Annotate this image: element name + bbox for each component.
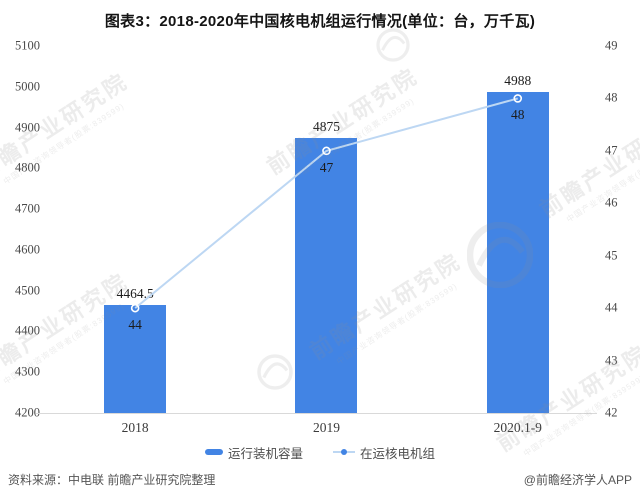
- x-axis-line: [36, 413, 597, 414]
- legend-item-line: 在运核电机组: [333, 443, 435, 462]
- watermark-globe-icon: [376, 28, 410, 62]
- x-axis-category-label: 2018: [121, 420, 149, 435]
- line-value-label: 44: [128, 317, 142, 333]
- bar-value-label: 4464.5: [116, 286, 154, 302]
- left-axis-tick-label: 4700: [15, 201, 40, 216]
- legend-line-swatch-icon: [333, 449, 355, 455]
- bar-value-label: 4875: [312, 118, 340, 134]
- right-axis-tick-label: 49: [605, 38, 618, 53]
- legend-bar-swatch-icon: [204, 449, 223, 455]
- left-axis-tick-label: 5000: [15, 79, 40, 94]
- bar-2019: [295, 137, 358, 413]
- left-axis-tick-label: 4300: [15, 364, 40, 379]
- right-axis-tick-label: 45: [605, 248, 618, 263]
- legend-bar-label: 运行装机容量: [227, 446, 303, 461]
- left-axis-tick-label: 5100: [15, 38, 40, 53]
- legend-line-label: 在运核电机组: [360, 446, 436, 461]
- bar-value-label: 4988: [504, 72, 532, 88]
- left-axis-tick-label: 4500: [15, 283, 40, 298]
- left-axis-tick-label: 4400: [15, 323, 40, 338]
- bar-2020.1-9: [486, 91, 549, 413]
- right-axis-tick-label: 46: [605, 195, 618, 210]
- right-axis-tick-label: 47: [605, 143, 618, 158]
- legend-item-bar: 运行装机容量: [204, 443, 303, 462]
- source-text: 资料来源：中电联 前瞻产业研究院整理: [8, 473, 216, 487]
- right-axis-tick-label: 44: [605, 300, 618, 315]
- left-axis-tick-label: 4200: [15, 405, 40, 420]
- chart-title: 图表3：2018-2020年中国核电机组运行情况(单位：台，万千瓦): [104, 13, 536, 30]
- x-axis-category-label: 2020.1-9: [493, 420, 542, 435]
- right-axis-tick-label: 42: [605, 405, 618, 420]
- line-value-label: 47: [319, 159, 334, 175]
- bar-2018: [104, 305, 167, 413]
- right-axis-tick-label: 48: [605, 90, 618, 105]
- left-axis-tick-label: 4800: [15, 160, 40, 175]
- line-value-label: 48: [511, 107, 525, 123]
- left-axis-tick-label: 4600: [15, 242, 40, 257]
- left-axis-tick-label: 4900: [15, 120, 40, 135]
- right-axis-tick-label: 43: [605, 353, 618, 368]
- x-axis-category-label: 2019: [312, 420, 340, 435]
- watermark-globe-icon: [257, 354, 293, 390]
- footer: 资料来源：中电联 前瞻产业研究院整理 @前瞻经济学人APP: [0, 471, 640, 488]
- credit-text: @前瞻经济学人APP: [523, 473, 632, 487]
- legend: 运行装机容量 在运核电机组: [0, 443, 640, 462]
